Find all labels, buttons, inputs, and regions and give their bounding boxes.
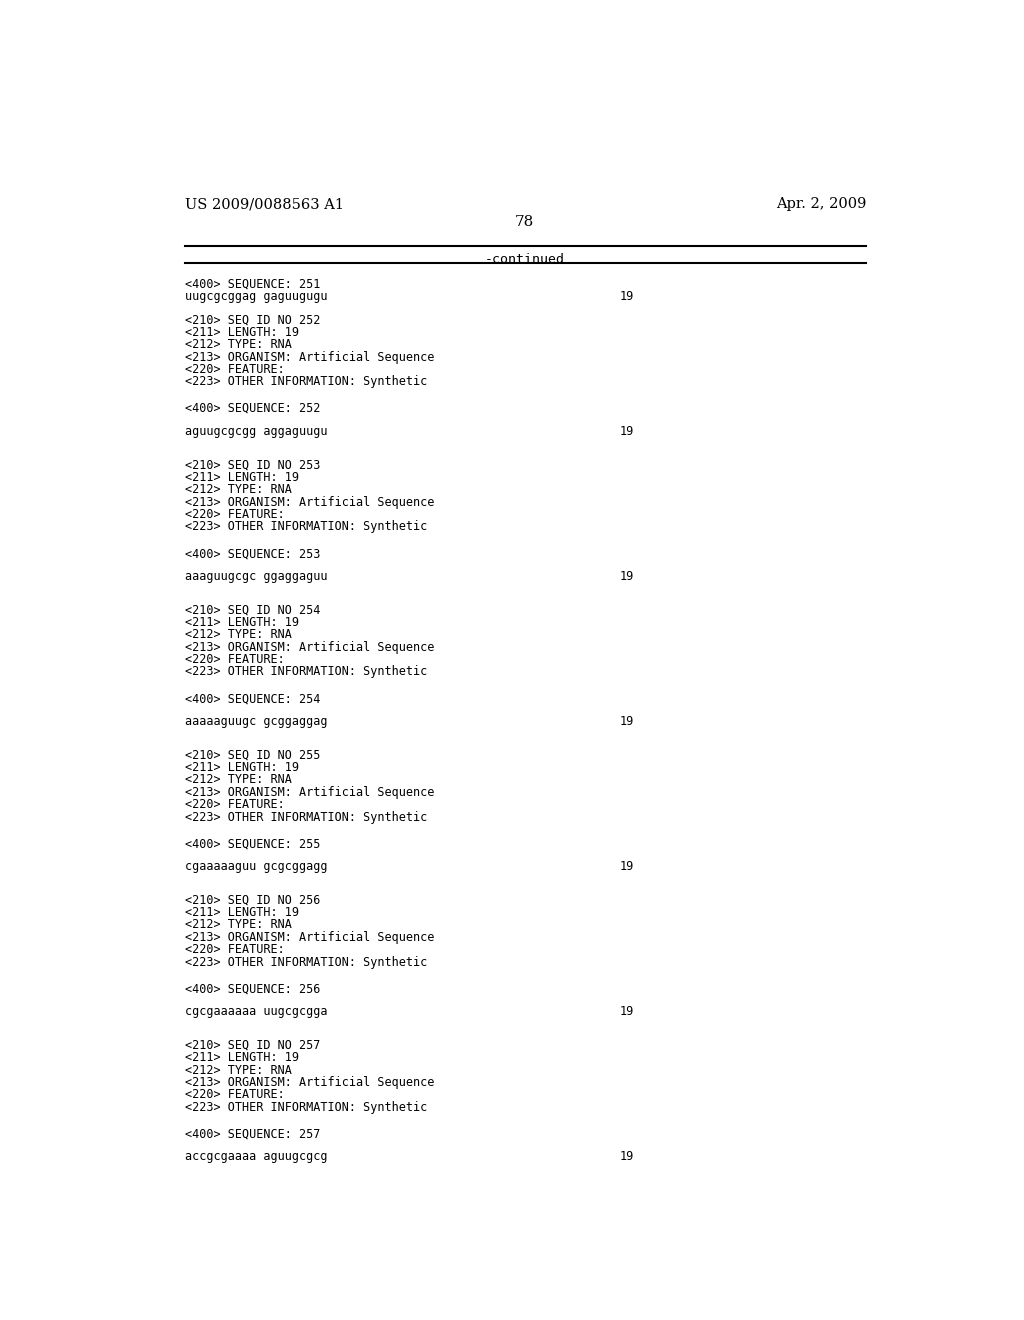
Text: <400> SEQUENCE: 256: <400> SEQUENCE: 256 — [185, 982, 321, 995]
Text: <211> LENGTH: 19: <211> LENGTH: 19 — [185, 471, 299, 484]
Text: <223> OTHER INFORMATION: Synthetic: <223> OTHER INFORMATION: Synthetic — [185, 1101, 427, 1114]
Text: <212> TYPE: RNA: <212> TYPE: RNA — [185, 919, 292, 932]
Text: <220> FEATURE:: <220> FEATURE: — [185, 944, 285, 956]
Text: <210> SEQ ID NO 253: <210> SEQ ID NO 253 — [185, 458, 321, 471]
Text: <210> SEQ ID NO 257: <210> SEQ ID NO 257 — [185, 1039, 321, 1052]
Text: aaaaaguugc gcggaggag: aaaaaguugc gcggaggag — [185, 715, 328, 729]
Text: cgcgaaaaaa uugcgcgga: cgcgaaaaaa uugcgcgga — [185, 1006, 328, 1018]
Text: <223> OTHER INFORMATION: Synthetic: <223> OTHER INFORMATION: Synthetic — [185, 810, 427, 824]
Text: <400> SEQUENCE: 253: <400> SEQUENCE: 253 — [185, 546, 321, 560]
Text: <212> TYPE: RNA: <212> TYPE: RNA — [185, 1064, 292, 1077]
Text: <223> OTHER INFORMATION: Synthetic: <223> OTHER INFORMATION: Synthetic — [185, 375, 427, 388]
Text: aguugcgcgg aggaguugu: aguugcgcgg aggaguugu — [185, 425, 328, 438]
Text: 78: 78 — [515, 215, 535, 230]
Text: cgaaaaaguu gcgcggagg: cgaaaaaguu gcgcggagg — [185, 861, 328, 873]
Text: 19: 19 — [620, 425, 634, 438]
Text: <212> TYPE: RNA: <212> TYPE: RNA — [185, 338, 292, 351]
Text: 19: 19 — [620, 715, 634, 729]
Text: -continued: -continued — [484, 253, 565, 265]
Text: accgcgaaaa aguugcgcg: accgcgaaaa aguugcgcg — [185, 1150, 328, 1163]
Text: <220> FEATURE:: <220> FEATURE: — [185, 363, 285, 376]
Text: <210> SEQ ID NO 254: <210> SEQ ID NO 254 — [185, 603, 321, 616]
Text: <223> OTHER INFORMATION: Synthetic: <223> OTHER INFORMATION: Synthetic — [185, 956, 427, 969]
Text: <220> FEATURE:: <220> FEATURE: — [185, 508, 285, 521]
Text: <220> FEATURE:: <220> FEATURE: — [185, 1088, 285, 1101]
Text: <212> TYPE: RNA: <212> TYPE: RNA — [185, 483, 292, 496]
Text: <223> OTHER INFORMATION: Synthetic: <223> OTHER INFORMATION: Synthetic — [185, 520, 427, 533]
Text: US 2009/0088563 A1: US 2009/0088563 A1 — [185, 197, 344, 211]
Text: <211> LENGTH: 19: <211> LENGTH: 19 — [185, 906, 299, 919]
Text: <211> LENGTH: 19: <211> LENGTH: 19 — [185, 760, 299, 774]
Text: <400> SEQUENCE: 257: <400> SEQUENCE: 257 — [185, 1127, 321, 1140]
Text: <223> OTHER INFORMATION: Synthetic: <223> OTHER INFORMATION: Synthetic — [185, 665, 427, 678]
Text: <210> SEQ ID NO 255: <210> SEQ ID NO 255 — [185, 748, 321, 762]
Text: <211> LENGTH: 19: <211> LENGTH: 19 — [185, 1051, 299, 1064]
Text: <400> SEQUENCE: 251: <400> SEQUENCE: 251 — [185, 279, 321, 290]
Text: <213> ORGANISM: Artificial Sequence: <213> ORGANISM: Artificial Sequence — [185, 1076, 434, 1089]
Text: <400> SEQUENCE: 255: <400> SEQUENCE: 255 — [185, 837, 321, 850]
Text: 19: 19 — [620, 861, 634, 873]
Text: <400> SEQUENCE: 254: <400> SEQUENCE: 254 — [185, 692, 321, 705]
Text: <211> LENGTH: 19: <211> LENGTH: 19 — [185, 326, 299, 339]
Text: <211> LENGTH: 19: <211> LENGTH: 19 — [185, 616, 299, 628]
Text: 19: 19 — [620, 290, 634, 304]
Text: aaaguugcgc ggaggaguu: aaaguugcgc ggaggaguu — [185, 570, 328, 583]
Text: 19: 19 — [620, 1006, 634, 1018]
Text: <210> SEQ ID NO 256: <210> SEQ ID NO 256 — [185, 894, 321, 907]
Text: <213> ORGANISM: Artificial Sequence: <213> ORGANISM: Artificial Sequence — [185, 931, 434, 944]
Text: <220> FEATURE:: <220> FEATURE: — [185, 799, 285, 812]
Text: <213> ORGANISM: Artificial Sequence: <213> ORGANISM: Artificial Sequence — [185, 640, 434, 653]
Text: <212> TYPE: RNA: <212> TYPE: RNA — [185, 628, 292, 642]
Text: <213> ORGANISM: Artificial Sequence: <213> ORGANISM: Artificial Sequence — [185, 351, 434, 363]
Text: <213> ORGANISM: Artificial Sequence: <213> ORGANISM: Artificial Sequence — [185, 495, 434, 508]
Text: 19: 19 — [620, 1150, 634, 1163]
Text: <210> SEQ ID NO 252: <210> SEQ ID NO 252 — [185, 313, 321, 326]
Text: uugcgcggag gaguugugu: uugcgcggag gaguugugu — [185, 290, 328, 304]
Text: <213> ORGANISM: Artificial Sequence: <213> ORGANISM: Artificial Sequence — [185, 785, 434, 799]
Text: <212> TYPE: RNA: <212> TYPE: RNA — [185, 774, 292, 787]
Text: <220> FEATURE:: <220> FEATURE: — [185, 653, 285, 667]
Text: Apr. 2, 2009: Apr. 2, 2009 — [775, 197, 866, 211]
Text: <400> SEQUENCE: 252: <400> SEQUENCE: 252 — [185, 403, 321, 414]
Text: 19: 19 — [620, 570, 634, 583]
